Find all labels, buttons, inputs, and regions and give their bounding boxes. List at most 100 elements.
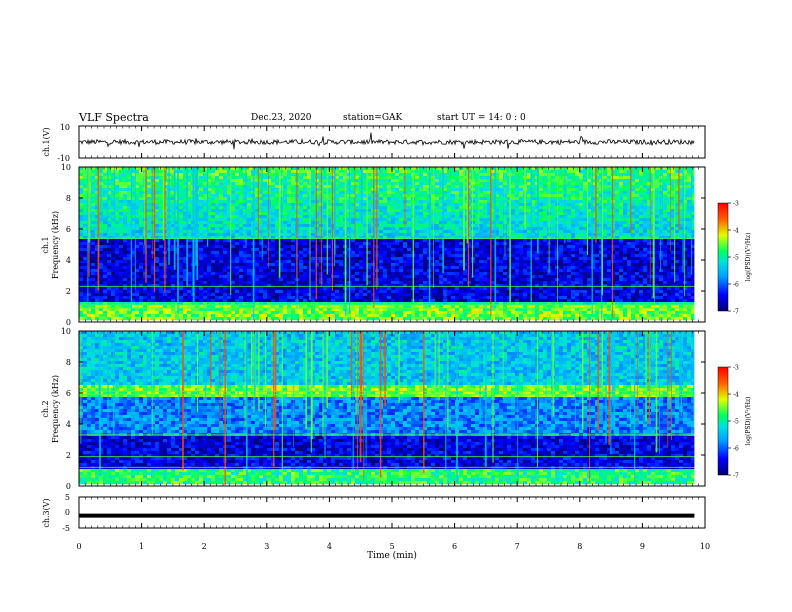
spectrogram-cell	[427, 311, 431, 314]
spectrogram-cell	[315, 254, 319, 257]
spectrogram-cell	[271, 272, 275, 275]
spectrogram-cell	[247, 215, 251, 218]
spectrogram-cell	[311, 245, 315, 248]
spectrogram-cell	[303, 275, 307, 278]
spectrogram-cell	[403, 293, 407, 296]
spectrogram-cell	[103, 203, 107, 206]
spectrogram-cell	[439, 281, 443, 284]
spectrogram-cell	[303, 218, 307, 221]
spectrogram-cell	[323, 248, 327, 251]
spectrogram-cell	[451, 176, 455, 179]
spectrogram-cell	[455, 200, 459, 203]
spectrogram-cell	[139, 200, 143, 203]
spectrogram-cell	[379, 278, 383, 281]
spectrogram-cell	[359, 296, 363, 299]
spectrogram-cell	[399, 188, 403, 191]
spectrogram-cell	[379, 173, 383, 176]
spectrogram-cell	[387, 233, 391, 236]
spectrogram-cell	[103, 182, 107, 185]
spectrogram-cell	[419, 230, 423, 233]
spectrogram-cell	[323, 275, 327, 278]
spectrogram-cell	[155, 215, 159, 218]
spectrogram-cell	[127, 254, 131, 257]
spectrogram-cell	[431, 194, 435, 197]
spectrogram-cell	[355, 236, 359, 239]
spectrogram-cell	[339, 266, 343, 269]
spectrogram-cell	[79, 191, 83, 194]
spectrogram-cell	[291, 188, 295, 191]
spectrogram-cell	[431, 245, 435, 248]
spectrogram-cell	[115, 227, 119, 230]
spectrogram-cell	[203, 194, 207, 197]
spectrogram-cell	[159, 245, 163, 248]
spectrogram-cell	[351, 266, 355, 269]
spectrogram-cell	[439, 314, 443, 317]
spectrogram-cell	[247, 248, 251, 251]
spectrogram-cell	[119, 203, 123, 206]
spectrogram-cell	[363, 314, 367, 317]
spectrogram-cell	[391, 248, 395, 251]
spectrogram-cell	[379, 254, 383, 257]
spectrogram-cell	[179, 245, 183, 248]
spectrogram-cell	[243, 317, 247, 320]
spectrogram-cell	[147, 260, 151, 263]
spectrogram-cell	[79, 248, 83, 251]
spectrogram-cell	[419, 242, 423, 245]
spectrogram-cell	[119, 242, 123, 245]
spectrogram-cell	[239, 287, 243, 290]
spectrogram-cell	[363, 263, 367, 266]
spectrogram-cell	[387, 290, 391, 293]
spectrogram-cell	[383, 206, 387, 209]
spectrogram-cell	[447, 209, 451, 212]
spectrogram-cell	[379, 272, 383, 275]
spectrogram-cell	[203, 185, 207, 188]
spectrogram-cell	[315, 182, 319, 185]
spectrogram-cell	[211, 239, 215, 242]
spectrogram-cell	[91, 254, 95, 257]
spectrogram-cell	[447, 245, 451, 248]
spectrogram-cell	[299, 263, 303, 266]
spectrogram-cell	[303, 209, 307, 212]
spectrogram-cell	[323, 197, 327, 200]
spectrogram-cell	[455, 191, 459, 194]
spectrogram-cell	[423, 230, 427, 233]
spectrogram-cell	[287, 239, 291, 242]
spectrogram-cell	[271, 266, 275, 269]
spectrogram-cell	[139, 281, 143, 284]
spectrogram-cell	[267, 179, 271, 182]
spectrogram-cell	[179, 206, 183, 209]
spectrogram-cell	[327, 275, 331, 278]
spectrogram-cell	[387, 182, 391, 185]
spectrogram-cell	[95, 311, 99, 314]
spectrogram-cell	[139, 194, 143, 197]
spectrogram-cell	[331, 299, 335, 302]
spectrogram-cell	[91, 269, 95, 272]
spectrogram-cell	[103, 218, 107, 221]
spectrogram-cell	[383, 197, 387, 200]
spectrogram-cell	[415, 239, 419, 242]
spectrogram-cell	[447, 176, 451, 179]
spectrogram-cell	[255, 293, 259, 296]
spectrogram-cell	[271, 233, 275, 236]
spectrogram-cell	[339, 224, 343, 227]
spectrogram-cell	[127, 290, 131, 293]
spectrogram-cell	[103, 176, 107, 179]
spectrogram-cell	[219, 233, 223, 236]
spectrogram-cell	[303, 170, 307, 173]
spectrogram-cell	[171, 296, 175, 299]
spectrogram-cell	[275, 194, 279, 197]
spectrogram-cell	[459, 200, 463, 203]
spectrogram-cell	[275, 269, 279, 272]
spectrogram-cell	[303, 269, 307, 272]
spectrogram-cell	[279, 296, 283, 299]
spectrogram-cell	[283, 281, 287, 284]
spectrogram-cell	[147, 233, 151, 236]
spectrogram-cell	[283, 314, 287, 317]
spectrogram-cell	[159, 269, 163, 272]
spectrogram-cell	[127, 281, 131, 284]
spectrogram-cell	[111, 263, 115, 266]
spectrogram-cell	[231, 224, 235, 227]
spectrogram-cell	[155, 311, 159, 314]
spectrogram-cell	[235, 206, 239, 209]
spectrogram-cell	[459, 236, 463, 239]
